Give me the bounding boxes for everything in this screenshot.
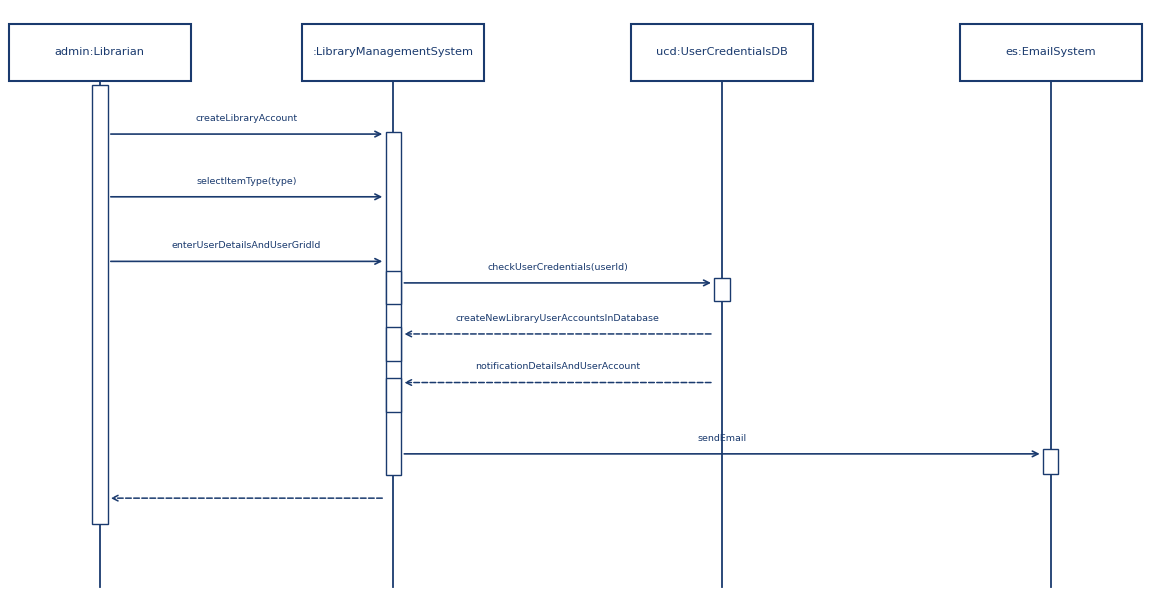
Bar [385,132,402,475]
Text: checkUserCredentials(userId): checkUserCredentials(userId) [487,263,628,272]
Text: sendEmail: sendEmail [697,434,747,443]
Bar [632,24,812,81]
Bar [385,378,402,412]
Text: createLibraryAccount: createLibraryAccount [196,114,297,123]
Bar [385,327,402,361]
Text: selectItemType(type): selectItemType(type) [196,177,297,186]
Text: ucd:UserCredentialsDB: ucd:UserCredentialsDB [656,47,788,57]
Text: es:EmailSystem: es:EmailSystem [1005,47,1097,57]
Bar [714,278,730,301]
Text: :LibraryManagementSystem: :LibraryManagementSystem [312,47,474,57]
Text: enterUserDetailsAndUserGridId: enterUserDetailsAndUserGridId [171,241,322,250]
Bar [303,24,484,81]
Text: admin:Librarian: admin:Librarian [55,47,144,57]
Bar [92,85,108,524]
Bar [9,24,190,81]
Text: notificationDetailsAndUserAccount: notificationDetailsAndUserAccount [475,362,640,371]
Text: createNewLibraryUserAccountsInDatabase: createNewLibraryUserAccountsInDatabase [456,314,660,323]
Bar [1044,449,1059,474]
Bar [385,271,402,304]
Bar [960,24,1142,81]
